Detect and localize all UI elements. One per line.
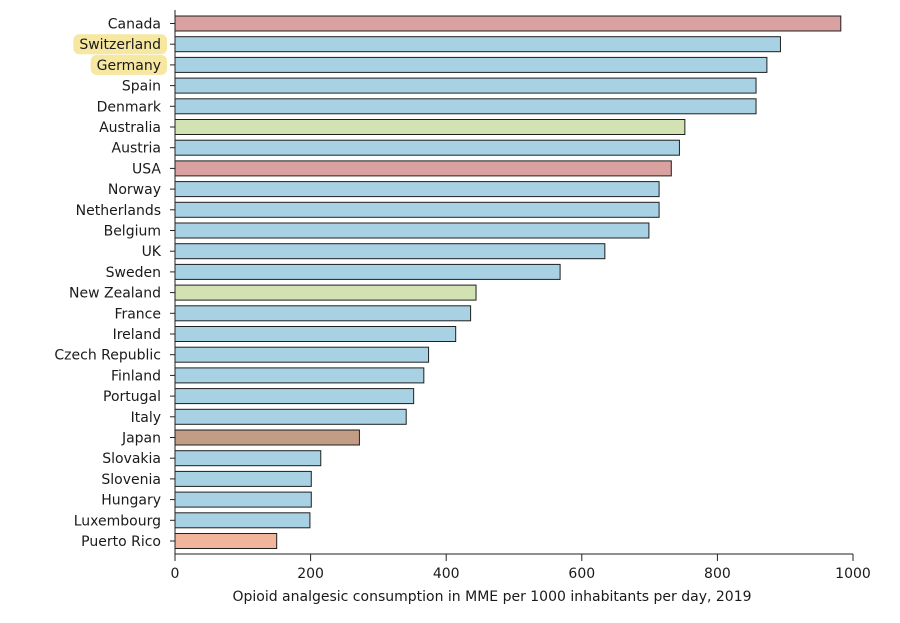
category-label-japan: Japan: [121, 431, 161, 447]
category-label-australia: Australia: [99, 120, 161, 136]
bar-spain: [174, 77, 757, 94]
bar-germany: [174, 56, 768, 73]
label-highlight-switzerland: [73, 34, 167, 55]
x-tick-label-800: 800: [704, 566, 731, 582]
category-label-uk: UK: [142, 244, 162, 260]
category-label-czech-republic: Czech Republic: [54, 348, 161, 364]
bar-france: [174, 305, 472, 322]
category-label-usa: USA: [132, 161, 161, 177]
category-label-slovenia: Slovenia: [101, 472, 161, 488]
bar-italy: [174, 408, 407, 425]
category-label-new-zealand: New Zealand: [69, 286, 161, 302]
bar-belgium: [174, 222, 650, 239]
bar-finland: [174, 367, 425, 384]
category-label-switzerland: Switzerland: [79, 37, 161, 53]
category-label-puerto-rico: Puerto Rico: [81, 534, 161, 550]
bar-new-zealand: [174, 284, 477, 301]
bar-usa: [174, 160, 672, 177]
label-highlight-layer: [73, 34, 167, 75]
bar-ireland: [174, 326, 457, 342]
category-label-portugal: Portugal: [103, 389, 161, 405]
category-label-netherlands: Netherlands: [76, 203, 161, 219]
x-tick-label-200: 200: [297, 566, 324, 582]
bar-japan: [174, 429, 360, 446]
category-label-ireland: Ireland: [113, 327, 161, 343]
category-label-luxembourg: Luxembourg: [74, 513, 161, 529]
x-axis-title: Opioid analgesic consumption in MME per …: [232, 589, 751, 605]
bar-sweden: [174, 263, 561, 280]
x-tick-label-400: 400: [433, 566, 460, 582]
x-ticks-layer: 0 200 400 600 800 1000: [171, 554, 871, 582]
bars-layer: [174, 15, 842, 549]
bar-netherlands: [174, 201, 660, 218]
bar-luxembourg: [174, 512, 311, 529]
category-label-slovakia: Slovakia: [102, 451, 161, 467]
bar-denmark: [174, 98, 757, 115]
bar-canada: [174, 15, 842, 32]
bar-slovakia: [174, 450, 322, 467]
category-label-sweden: Sweden: [106, 265, 161, 281]
category-label-norway: Norway: [108, 182, 161, 198]
bar-slovenia: [174, 470, 312, 487]
bar-switzerland: [174, 36, 781, 53]
x-tick-label-600: 600: [568, 566, 595, 582]
label-highlight-germany: [90, 54, 167, 75]
bar-australia: [174, 119, 686, 135]
x-tick-label-0: 0: [171, 566, 180, 582]
bar-portugal: [174, 388, 415, 405]
bar-puerto-rico: [174, 533, 278, 549]
category-label-germany: Germany: [97, 58, 161, 74]
bar-czech-republic: [174, 346, 430, 363]
category-label-spain: Spain: [122, 79, 161, 95]
x-tick-label-1000: 1000: [835, 566, 871, 582]
category-label-france: France: [114, 306, 161, 322]
category-label-canada: Canada: [108, 17, 161, 33]
category-label-austria: Austria: [112, 141, 161, 157]
category-labels-layer: Canada Switzerland Germany Spain Denmark Aust…: [54, 17, 175, 550]
bar-hungary: [174, 491, 312, 508]
bar-norway: [174, 181, 660, 198]
bar-austria: [174, 139, 680, 156]
category-label-denmark: Denmark: [97, 99, 162, 115]
category-label-finland: Finland: [111, 368, 161, 384]
axes-layer: [174, 10, 853, 560]
category-label-hungary: Hungary: [101, 493, 161, 509]
bar-uk: [174, 243, 606, 260]
category-label-italy: Italy: [131, 410, 161, 426]
category-label-belgium: Belgium: [104, 224, 161, 240]
